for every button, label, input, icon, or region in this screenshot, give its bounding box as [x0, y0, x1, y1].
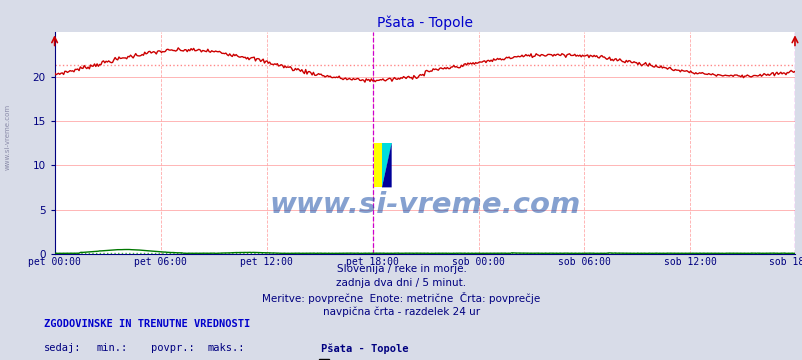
Polygon shape [382, 143, 391, 187]
Text: pet 00:00: pet 00:00 [28, 257, 81, 267]
Text: sob 12:00: sob 12:00 [663, 257, 716, 267]
Text: pet 18:00: pet 18:00 [346, 257, 399, 267]
Text: navpična črta - razdelek 24 ur: navpična črta - razdelek 24 ur [322, 307, 480, 317]
Title: Pšata - Topole: Pšata - Topole [376, 15, 472, 30]
Polygon shape [374, 143, 382, 187]
Text: pet 06:00: pet 06:00 [134, 257, 187, 267]
Text: zadnja dva dni / 5 minut.: zadnja dva dni / 5 minut. [336, 278, 466, 288]
Text: sob 00:00: sob 00:00 [452, 257, 504, 267]
Text: Slovenija / reke in morje.: Slovenija / reke in morje. [336, 264, 466, 274]
Text: min.:: min.: [96, 343, 128, 353]
Text: pet 12:00: pet 12:00 [240, 257, 293, 267]
Text: sedaj:: sedaj: [44, 343, 82, 353]
Text: www.si-vreme.com: www.si-vreme.com [5, 104, 11, 170]
Polygon shape [382, 143, 391, 187]
Text: ZGODOVINSKE IN TRENUTNE VREDNOSTI: ZGODOVINSKE IN TRENUTNE VREDNOSTI [44, 319, 250, 329]
Text: sob 18:00: sob 18:00 [768, 257, 802, 267]
Text: maks.:: maks.: [207, 343, 245, 353]
Text: Pšata - Topole: Pšata - Topole [321, 343, 408, 354]
Text: Meritve: povprečne  Enote: metrične  Črta: povprečje: Meritve: povprečne Enote: metrične Črta:… [262, 292, 540, 304]
Text: www.si-vreme.com: www.si-vreme.com [269, 191, 581, 219]
Text: povpr.:: povpr.: [151, 343, 194, 353]
Text: sob 06:00: sob 06:00 [557, 257, 610, 267]
